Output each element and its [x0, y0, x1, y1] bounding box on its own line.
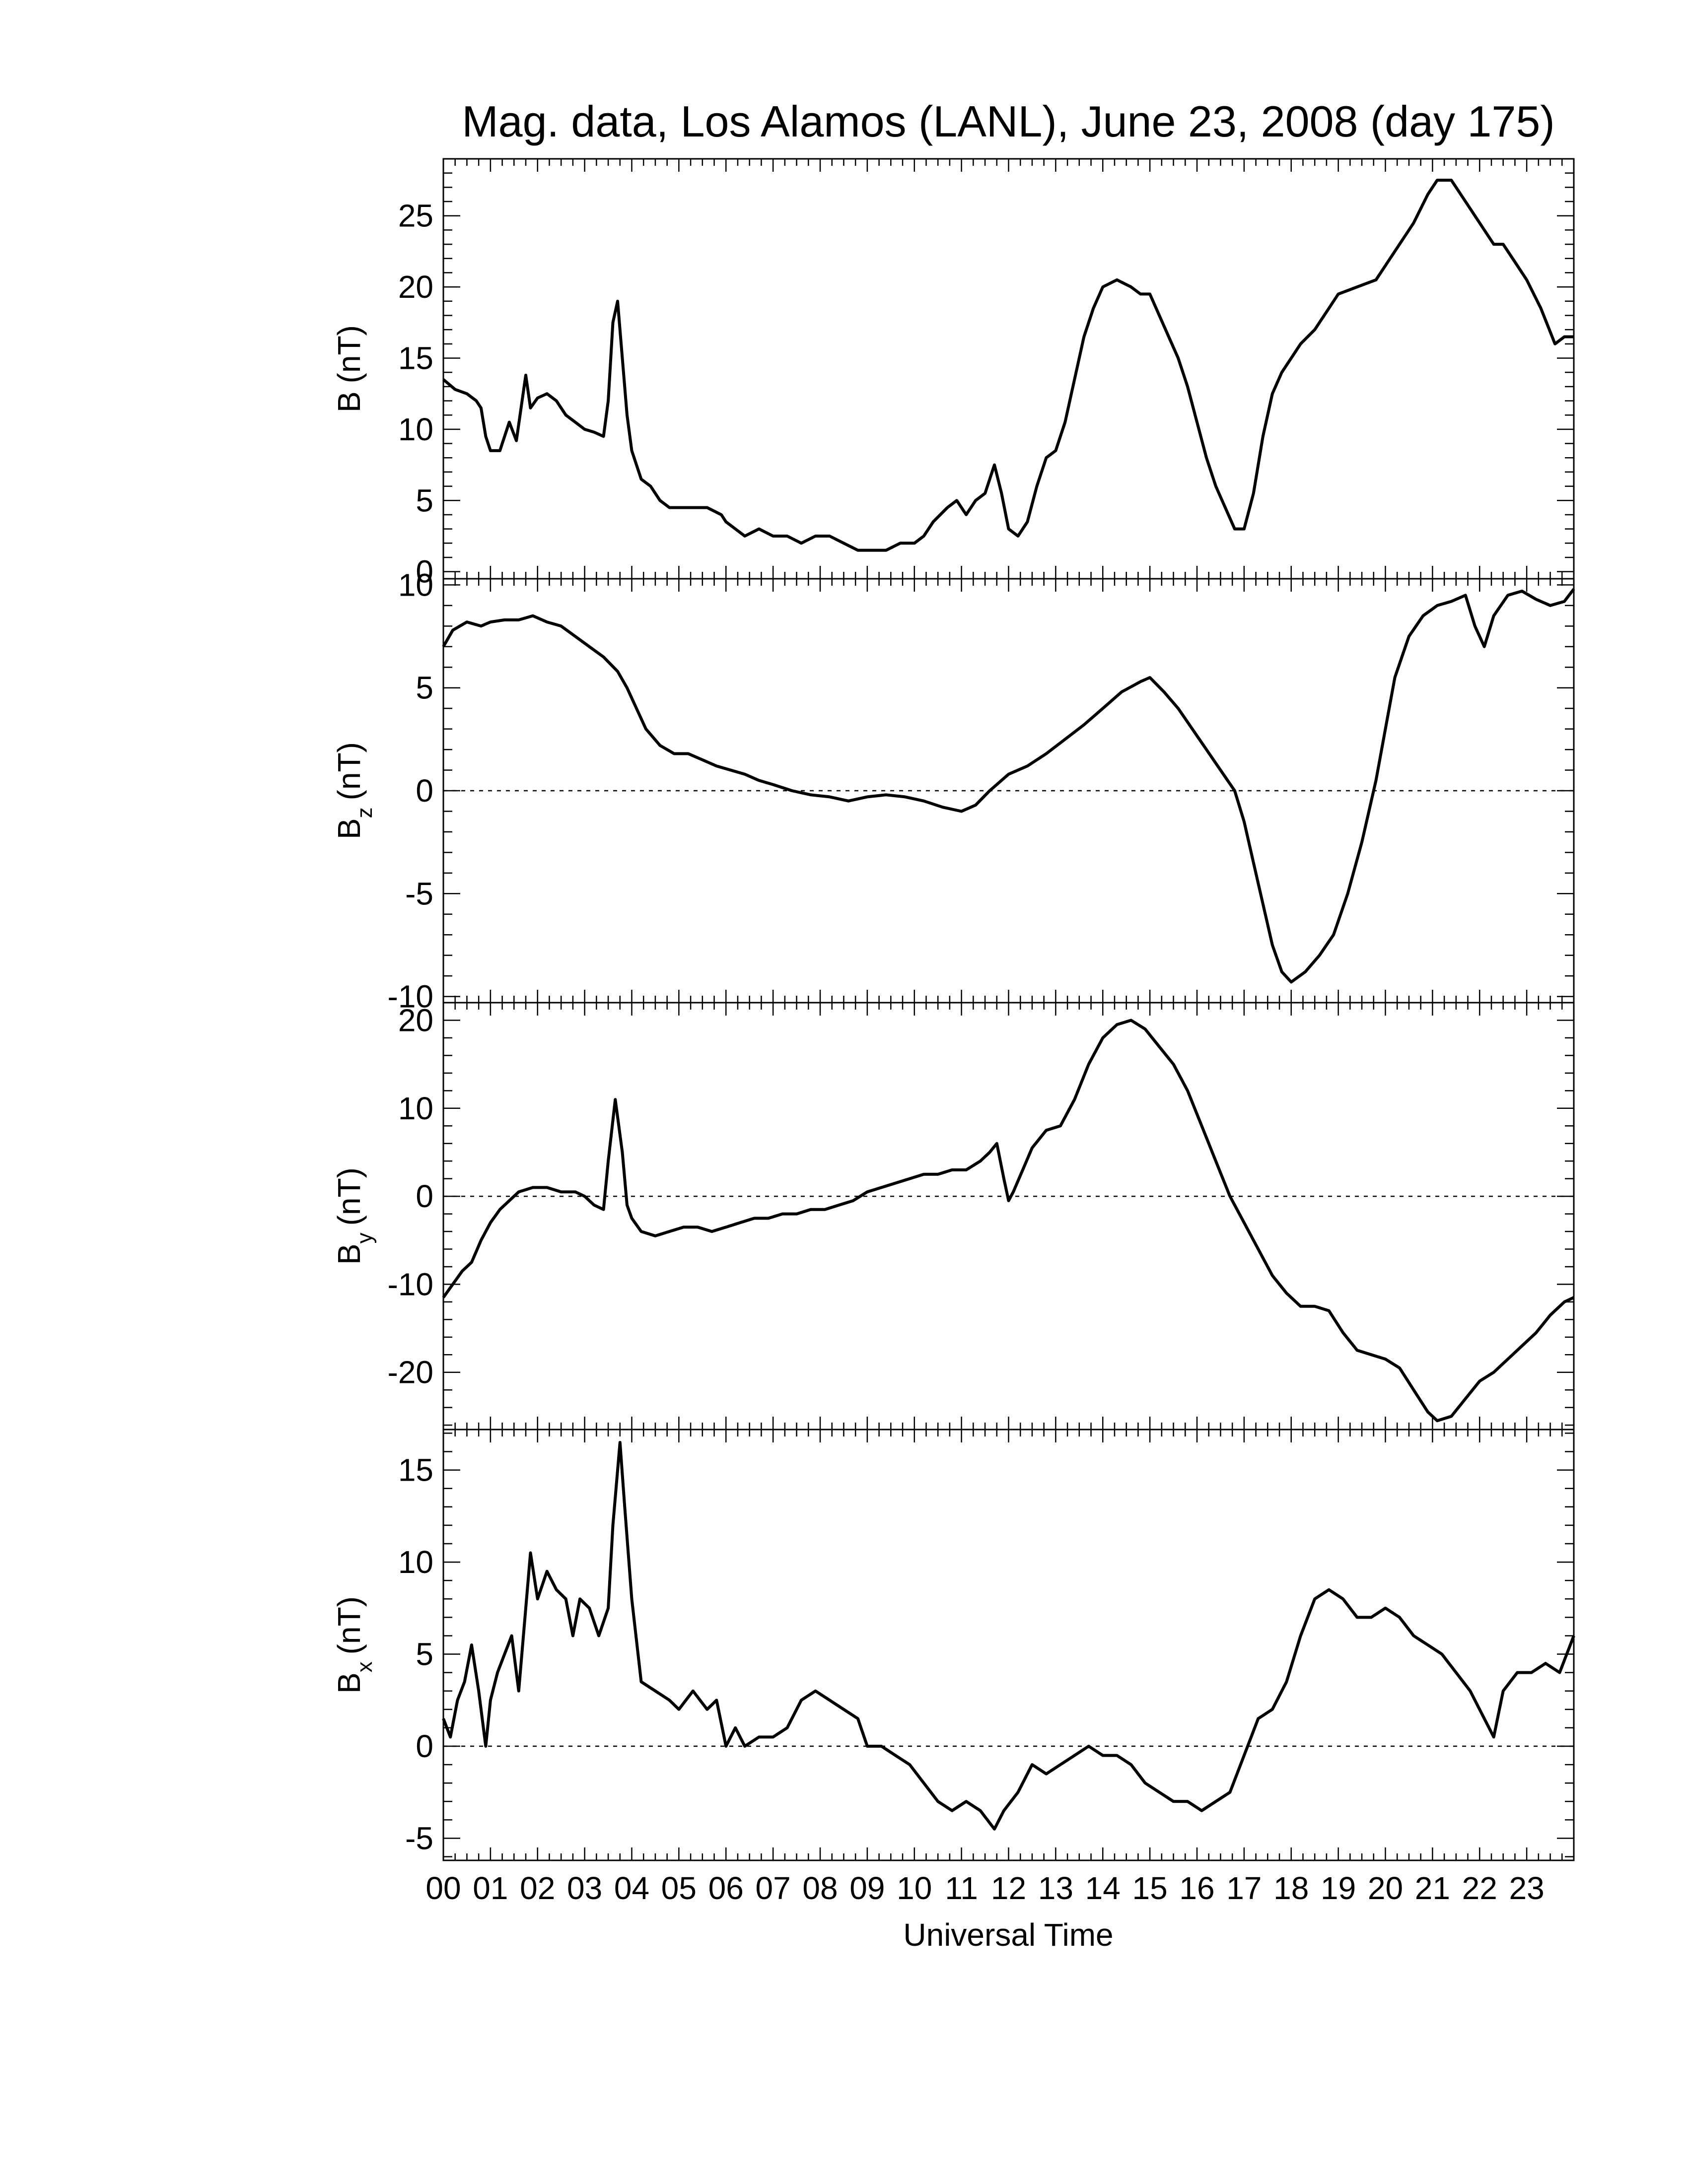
y-tick-label: 5: [416, 1637, 433, 1672]
x-tick-label: 05: [661, 1870, 697, 1906]
y-tick-label: 5: [416, 482, 433, 518]
x-tick-label: 00: [425, 1870, 461, 1906]
x-tick-label: 19: [1321, 1870, 1356, 1906]
plot-frame: [442, 1002, 1575, 1431]
x-tick-label: 02: [520, 1870, 555, 1906]
y-tick-label: 20: [398, 269, 433, 305]
y-tick-label: -5: [405, 876, 433, 911]
series-line: [442, 1019, 1575, 1423]
y-tick-label: 10: [398, 411, 433, 447]
y-axis-label-main: B: [331, 818, 367, 839]
x-tick-label: 20: [1368, 1870, 1403, 1906]
y-axis-label-unit: (nT): [331, 742, 367, 800]
y-axis-label-unit: (nT): [331, 1596, 367, 1654]
y-tick-label: 0: [416, 773, 433, 809]
x-tick-label: 18: [1273, 1870, 1309, 1906]
y-tick-label: -10: [388, 979, 434, 1015]
y-axis-label-subscript: z: [352, 807, 377, 818]
y-axis-label-main: B: [331, 1243, 367, 1265]
y-tick-label: -10: [388, 1266, 434, 1302]
x-tick-label: 03: [567, 1870, 602, 1906]
y-tick-label: 15: [398, 340, 433, 376]
y-tick-label: -20: [388, 1355, 434, 1390]
y-tick-label: 0: [416, 554, 433, 590]
series-line: [442, 1441, 1575, 1831]
x-tick-label: 08: [802, 1870, 838, 1906]
y-axis-label-main: B: [331, 1672, 367, 1694]
y-axis-label: Bx (nT): [331, 1596, 377, 1694]
x-tick-label: 10: [897, 1870, 932, 1906]
y-axis-label-unit: (nT): [331, 1167, 367, 1226]
y-tick-label: 0: [416, 1728, 433, 1764]
x-tick-label: 23: [1509, 1870, 1545, 1906]
y-axis-label-subscript: x: [352, 1661, 377, 1672]
y-tick-label: 20: [398, 1002, 433, 1038]
y-tick-label: 15: [398, 1452, 433, 1488]
y-tick-label: 25: [398, 198, 433, 234]
panel-bz: -10 -5 0 5 10 Bz (nT): [331, 567, 1575, 1015]
x-tick-label: 16: [1179, 1870, 1214, 1906]
x-tick-label: 14: [1085, 1870, 1121, 1906]
x-tick-label: 07: [756, 1870, 791, 1906]
plot-frame: [442, 158, 1575, 580]
plot-frame: [442, 1429, 1575, 1861]
y-axis-label-unit: (nT): [331, 325, 367, 383]
x-tick-label: 06: [708, 1870, 744, 1906]
y-tick-label: 0: [416, 1178, 433, 1214]
x-tick-label: 15: [1132, 1870, 1168, 1906]
x-tick-label: 12: [991, 1870, 1026, 1906]
x-tick-label: 04: [614, 1870, 649, 1906]
figure-title: Mag. data, Los Alamos (LANL), June 23, 2…: [462, 97, 1554, 146]
x-tick-label: 13: [1038, 1870, 1073, 1906]
panel-b-total: 0 5 10 15 20 25 B (nT): [331, 158, 1575, 590]
series-line: [442, 588, 1575, 984]
y-tick-label: 10: [398, 567, 433, 603]
x-tick-label: 01: [473, 1870, 508, 1906]
y-tick-label: 10: [398, 1544, 433, 1580]
y-axis-label: B (nT): [331, 325, 367, 412]
y-tick-label: -5: [405, 1820, 433, 1856]
panel-by: -20 -10 0 10 20 By (nT): [331, 1002, 1575, 1431]
series-line: [442, 179, 1574, 552]
y-tick-label: 5: [416, 670, 433, 706]
y-axis-label-main: B: [331, 391, 367, 412]
y-axis-label-subscript: y: [352, 1232, 377, 1243]
y-tick-label: 10: [398, 1091, 433, 1126]
x-tick-label: 17: [1226, 1870, 1262, 1906]
x-tick-label: 22: [1462, 1870, 1497, 1906]
y-axis-label: Bz (nT): [331, 742, 377, 839]
x-tick-label: 09: [849, 1870, 885, 1906]
x-tick-label: 11: [945, 1870, 978, 1906]
x-tick-label: 21: [1415, 1870, 1450, 1906]
y-axis-label: By (nT): [331, 1167, 377, 1265]
x-axis-label: Universal Time: [903, 1917, 1113, 1953]
